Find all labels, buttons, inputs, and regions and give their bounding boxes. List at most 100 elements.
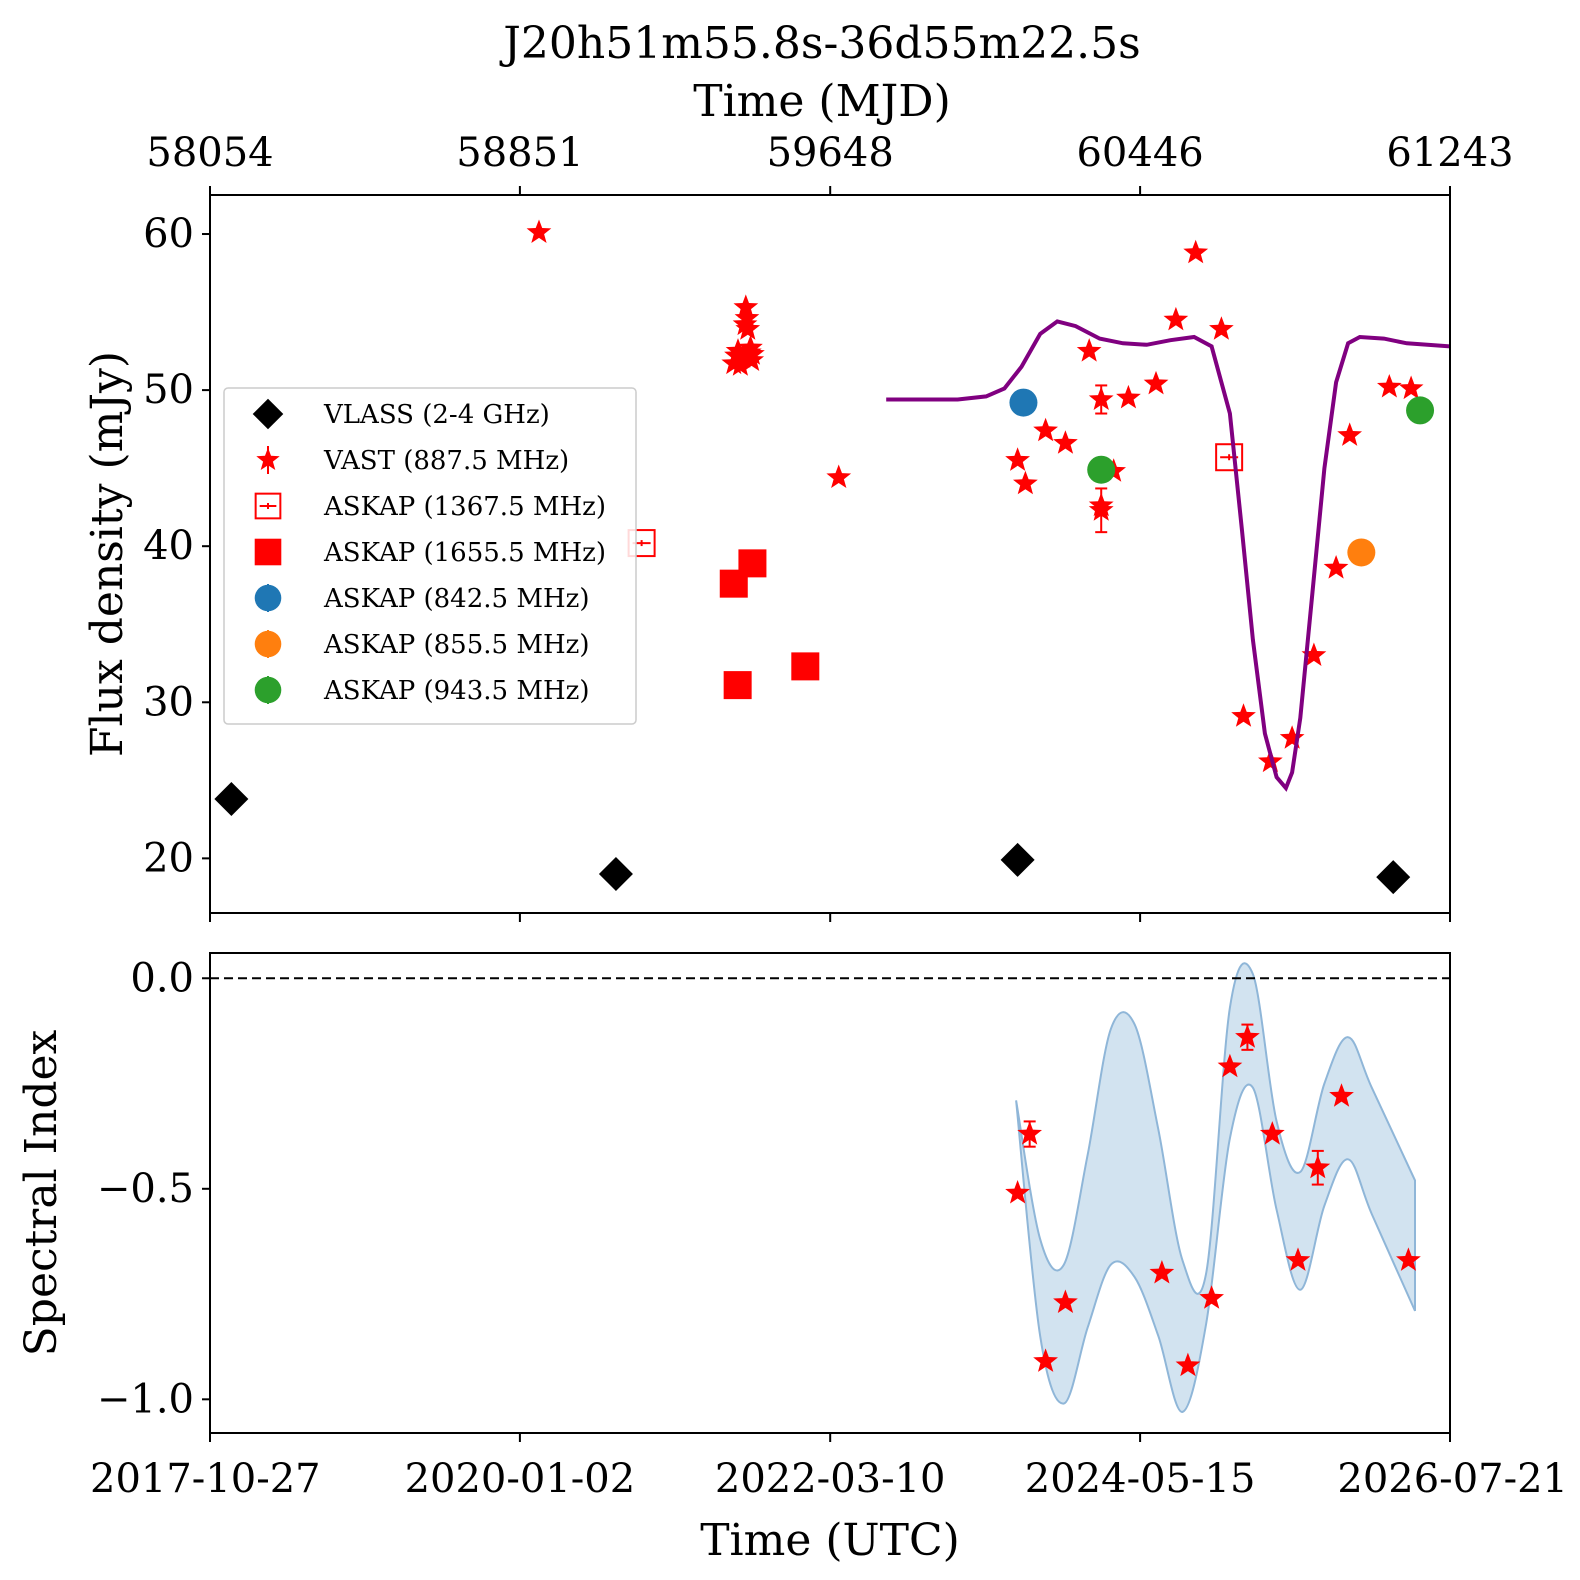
vast-887-5-mhz-point [1013, 470, 1038, 495]
vast-887-5-mhz-point [1088, 386, 1114, 410]
vast-887-5-mhz-point [1398, 375, 1424, 400]
flux-y-tick-label: 60 [143, 211, 194, 257]
askap-943-5-mhz-point [1087, 455, 1116, 484]
chart-title: J20h51m55.8s-36d55m22.5s [499, 18, 1141, 69]
legend-label: VLASS (2-4 GHz) [323, 400, 550, 430]
askap-943-5-mhz-point [1406, 396, 1435, 425]
spectral-index-point [1235, 1024, 1260, 1048]
legend-marker-askap-943-5-mhz [254, 676, 282, 704]
legend-marker-askap-1655-5-mhz [254, 538, 282, 566]
x-axis-label: Time (UTC) [700, 1515, 960, 1566]
vast-887-5-mhz-point [526, 219, 552, 243]
askap-1655-5-mhz-point [738, 549, 767, 578]
legend-label: ASKAP (1655.5 MHz) [323, 538, 606, 568]
spectral-index-point [1005, 1180, 1030, 1204]
legend-marker-askap-1367-5-mhz [254, 492, 282, 520]
legend-marker-vlass-2-4-ghz [252, 398, 284, 430]
legend-label: ASKAP (943.5 MHz) [323, 676, 589, 706]
spectral-index-point [1199, 1285, 1224, 1309]
spectral-index-point [1033, 1348, 1058, 1372]
mjd-tick-label: 58054 [146, 130, 273, 176]
vast-887-5-mhz-point [1053, 430, 1078, 454]
vast-887-5-mhz-point [1377, 374, 1402, 398]
date-tick-label: 2017-10-27 [90, 1456, 321, 1502]
vast-887-5-mhz-point [1163, 306, 1189, 331]
index-y-label: Spectral Index [16, 1029, 67, 1356]
legend-label: ASKAP (855.5 MHz) [323, 630, 589, 660]
index-y-tick-label: 0.0 [130, 955, 194, 1001]
spectral-index-point [1149, 1260, 1175, 1284]
flux-y-ticks: 20 30 40 50 60 [143, 211, 210, 881]
spectral-index-point [1396, 1247, 1421, 1271]
legend-marker-askap-842-5-mhz [254, 584, 282, 612]
vast-887-5-mhz-point [734, 305, 760, 329]
vlass-2-4-ghz-point [214, 782, 249, 817]
vast-887-5-mhz-point [725, 338, 751, 362]
spectral-index-point [1305, 1154, 1331, 1179]
vast-887-5-mhz-point [1143, 370, 1169, 395]
spectral-index-point [1017, 1121, 1042, 1145]
vast-887-5-mhz-point [1076, 338, 1102, 362]
vast-887-5-mhz-point [1301, 642, 1327, 666]
mjd-tick-label: 60446 [1076, 130, 1203, 176]
index-data-layer [210, 962, 1450, 1413]
vast-887-5-mhz-point [1231, 703, 1256, 727]
vast-887-5-mhz-point [730, 344, 756, 368]
spectral-index-point [1053, 1289, 1078, 1313]
askap-855-5-mhz-point [1347, 538, 1376, 567]
legend: VLASS (2-4 GHz) VAST (887.5 MHz) ASKAP (13… [223, 387, 637, 725]
legend-label: ASKAP (1367.5 MHz) [323, 492, 606, 522]
spectral-index-point [1285, 1247, 1311, 1271]
vast-887-5-mhz-point [1033, 417, 1058, 442]
top-axis-label: Time (MJD) [693, 76, 950, 127]
legend-marker-askap-855-5-mhz [254, 630, 282, 658]
legend-marker-vast-887-5-mhz [256, 447, 280, 470]
mjd-tick-label: 61243 [1386, 130, 1513, 176]
legend-frame [223, 387, 637, 725]
spectral-index-point [1217, 1053, 1243, 1078]
spectral-index-band [1015, 962, 1416, 1413]
index-y-ticks: 0.0 −0.5 −1.0 [97, 955, 210, 1422]
vast-887-5-mhz-point [1005, 447, 1030, 471]
vast-887-5-mhz-point [1279, 725, 1305, 749]
date-tick-label: 2022-03-10 [715, 1456, 946, 1502]
spectral-index-panel: 0.0 −0.5 −1.0 2017-10-27 2020-01-02 2022-03-… [16, 952, 1568, 1566]
date-tick-label: 2020-01-02 [405, 1456, 636, 1502]
vlass-2-4-ghz-point [1376, 860, 1411, 895]
legend-label: ASKAP (842.5 MHz) [323, 584, 589, 614]
vast-887-5-mhz-point [733, 294, 759, 318]
vast-887-5-mhz-point [740, 341, 765, 365]
spectral-index-point [1259, 1121, 1285, 1145]
askap-842-5-mhz-point [1009, 388, 1038, 417]
spectral-index-point [1175, 1352, 1201, 1377]
askap-1655-5-mhz-point [791, 652, 820, 681]
flux-y-tick-label: 20 [143, 835, 194, 881]
index-panel-frame [209, 952, 1451, 1434]
spectral-index-point [1329, 1083, 1354, 1107]
flux-x-ticks [209, 913, 1451, 922]
vlass-2-4-ghz-point [598, 856, 633, 891]
vast-887-5-mhz-point [1088, 492, 1114, 517]
vast-887-5-mhz-point [826, 464, 852, 488]
askap-1655-5-mhz-point [723, 671, 752, 700]
askap-1367-5-mhz-point [1215, 443, 1244, 472]
flux-y-tick-label: 50 [143, 367, 194, 413]
model-curve [886, 319, 1450, 792]
vast-887-5-mhz-point [1323, 555, 1349, 579]
flux-data-layer [214, 219, 1450, 895]
date-tick-label: 2026-07-21 [1337, 1456, 1568, 1502]
flux-y-tick-label: 40 [143, 523, 194, 569]
vast-887-5-mhz-point [1183, 239, 1209, 264]
vast-887-5-mhz-point [1337, 422, 1362, 446]
mjd-tick-label: 58851 [456, 130, 583, 176]
date-tick-label: 2024-05-15 [1025, 1456, 1256, 1502]
index-y-tick-label: −1.0 [97, 1376, 194, 1422]
index-x-ticks: 2017-10-27 2020-01-02 2022-03-10 2024-05-15… [90, 1433, 1568, 1502]
mjd-tick-label: 59648 [767, 130, 894, 176]
vast-887-5-mhz-point [1116, 384, 1141, 409]
index-y-tick-label: −0.5 [97, 1166, 194, 1212]
vast-887-5-mhz-point [735, 316, 761, 340]
top-axis-ticks: 58054 58851 59648 60446 61243 [146, 130, 1514, 195]
vlass-2-4-ghz-point [1000, 842, 1035, 877]
